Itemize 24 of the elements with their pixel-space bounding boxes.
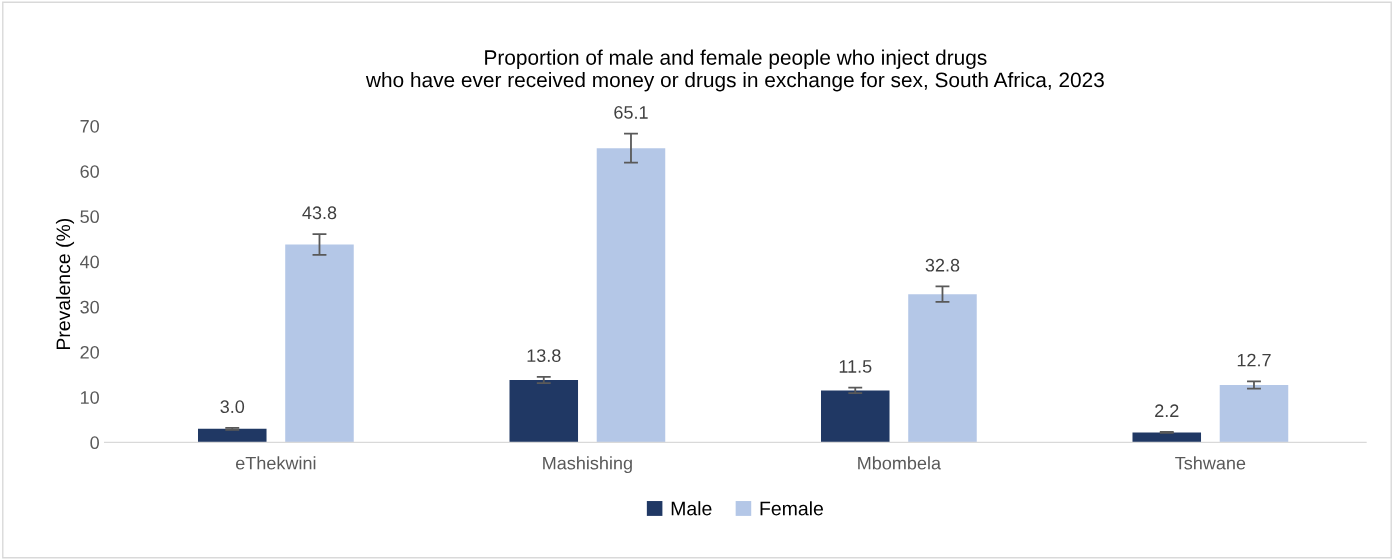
y-tick-label: 20 [80, 345, 99, 359]
y-tick-label: 10 [80, 391, 99, 404]
data-label: 11.5 [839, 360, 872, 373]
y-tick-label: 40 [80, 255, 99, 269]
x-tick-label: Mashishing [543, 456, 632, 474]
y-tick-label: 70 [80, 119, 99, 133]
data-label: 2.2 [1155, 404, 1179, 417]
data-label: 13.8 [527, 349, 561, 362]
data-label: 65.1 [614, 106, 648, 119]
legend-label: Male [671, 501, 712, 516]
x-tick-label: Mbombela [858, 456, 942, 470]
legend-label: Female [760, 501, 823, 516]
data-label: 32.8 [925, 258, 960, 272]
y-tick-label: 30 [80, 300, 99, 314]
x-tick-label: Tshwane [1175, 456, 1246, 470]
data-label: 3.0 [220, 400, 245, 414]
chart-title: Proportion of male and female people who inject drugs who have ever received money or drugs in exchange for sex, South Africa, 2023 [365, 49, 1104, 92]
y-axis-title: Prevalence (%) [55, 218, 75, 350]
y-tick-label: 60 [80, 165, 99, 178]
y-tick-label: 0 [90, 436, 99, 450]
data-label: 12.7 [1237, 353, 1271, 367]
y-tick-label: 50 [80, 210, 99, 224]
x-tick-label: eThekwini [236, 456, 316, 470]
data-label: 43.8 [302, 206, 337, 220]
